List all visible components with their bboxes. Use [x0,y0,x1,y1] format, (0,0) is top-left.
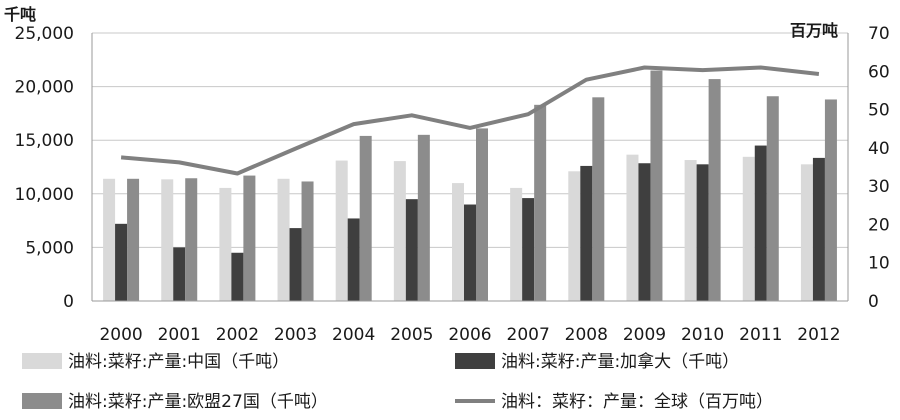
x-tick-label: 2010 [681,325,724,345]
y-right-tick-label: 40 [868,139,890,159]
bar [185,178,198,301]
bar [626,154,639,301]
y-left-tick-label: 10,000 [15,185,74,205]
legend-swatch [22,353,62,369]
y-left-tick-label: 15,000 [15,131,74,151]
bar [289,228,302,301]
bar [359,135,372,301]
y-left-unit: 千吨 [4,5,36,24]
bar [161,179,174,301]
bar [592,97,605,301]
bar [115,223,128,301]
bar [708,79,721,301]
bar [522,198,535,301]
bar [243,175,256,301]
bar [231,252,244,301]
bar [696,164,709,301]
legend-swatch [22,393,62,409]
y-left-tick-label: 5,000 [25,238,74,258]
legend-label: 油料:菜籽:产量:加拿大（千吨） [501,351,739,372]
y-right-tick-label: 20 [868,215,890,235]
y-right-tick-label: 70 [868,24,890,44]
bar [650,70,663,302]
y-right-tick-label: 10 [868,254,890,274]
y-right-tick-label: 60 [868,62,890,82]
bar [103,178,116,301]
legend-label: 油料：菜籽：产量：全球（百万吨） [501,392,773,412]
bar [742,156,755,301]
x-tick-label: 2001 [158,325,201,345]
bar [335,160,348,301]
y-left-tick-label: 20,000 [15,78,74,98]
bar [812,157,825,301]
x-tick-label: 2005 [390,325,433,345]
line-layer [120,65,820,176]
bar [580,165,593,301]
bar [510,187,523,301]
x-tick-label: 2006 [448,325,491,345]
x-tick-label: 2002 [216,325,259,345]
x-tick-label: 2004 [332,325,375,345]
y-left-tick-label: 25,000 [15,24,74,44]
bar [754,145,767,301]
bar [277,178,290,301]
x-tick-label: 2011 [739,325,782,345]
bar [766,96,779,301]
legend-label: 油料:菜籽:产量:欧盟27国（千吨） [68,392,328,412]
bar [824,99,837,302]
bar [476,128,488,301]
bar [127,178,140,301]
x-tick-label: 2012 [797,325,840,345]
bar [464,204,476,301]
x-tick-label: 2007 [507,325,550,345]
bar [638,163,651,301]
legend: 油料:菜籽:产量:中国（千吨） 油料:菜籽:产量:加拿大（千吨） 油料:菜籽:产量:… [22,351,773,412]
bar [534,104,547,301]
bar [173,247,186,301]
y-right-tick-label: 0 [868,292,879,312]
x-tick-label: 2000 [99,325,142,345]
bar [393,161,406,301]
bar [405,199,418,301]
bar [417,134,430,301]
x-tick-label: 2003 [274,325,317,345]
y-right-tick-label: 30 [868,177,890,197]
y-right-unit: 百万吨 [790,21,838,40]
bar [347,218,360,301]
bar [452,183,464,301]
series-line [120,65,820,176]
bars-layer [103,70,837,302]
bar [684,160,697,301]
bar [219,187,232,301]
x-tick-label: 2008 [565,325,608,345]
axis-layer: 0 5,000 10,000 15,000 20,000 25,000 0 10 20 30 40 5… [15,24,890,345]
bar [568,171,581,301]
y-left-tick-label: 0 [63,292,74,312]
bar [800,164,813,301]
bar [301,181,314,301]
legend-swatch [455,353,495,369]
y-right-tick-label: 50 [868,101,890,121]
legend-label: 油料:菜籽:产量:中国（千吨） [68,352,289,372]
x-tick-label: 2009 [623,325,666,345]
